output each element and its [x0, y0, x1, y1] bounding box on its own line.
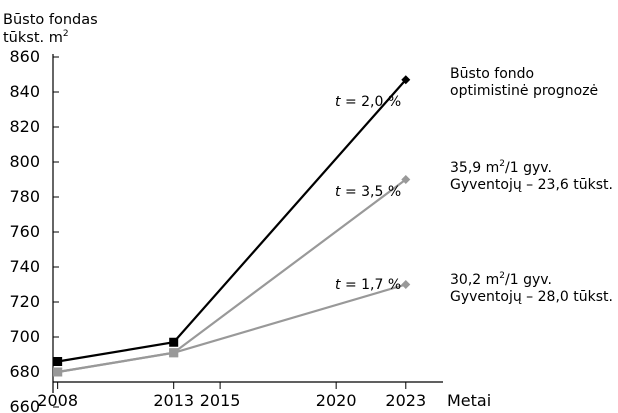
- series-label-3-per: /1 gyv.: [505, 272, 552, 288]
- series-3-point: [401, 280, 411, 289]
- y-tick-label: 840: [9, 82, 40, 101]
- growth-annotation-3-value: = 1,7 %: [341, 277, 402, 293]
- growth-annotation-2-value: = 3,5 %: [341, 184, 402, 200]
- growth-annotation-1-value: = 2,0 %: [341, 94, 402, 110]
- growth-annotation-2-var: t: [335, 184, 341, 200]
- series-label-2-superscript: 2: [499, 159, 505, 169]
- x-tick-label: 2023: [385, 391, 426, 410]
- y-tick-label: 760: [9, 222, 40, 241]
- y-tick-label: 800: [9, 152, 40, 171]
- x-axis-ticks: 2008 2013 2015 2020 2023: [37, 382, 426, 410]
- series-label-2-line1: 35,9 m2/1 gyv.: [450, 159, 552, 176]
- series-1-point: [53, 357, 63, 366]
- y-tick-label: 720: [9, 292, 40, 311]
- series-label-2-area: 35,9 m: [450, 160, 499, 176]
- y-tick-label: 780: [9, 187, 40, 206]
- series-label-3-area: 30,2 m: [450, 272, 499, 288]
- series-label-3-superscript: 2: [499, 271, 505, 281]
- y-tick-label: 700: [9, 327, 40, 346]
- series-label-2-per: /1 gyv.: [505, 160, 552, 176]
- y-axis-ticks: 660 680 700 720 740 760 780 800 820 840 860: [9, 47, 59, 413]
- y-axis-unit-superscript: 2: [63, 29, 69, 39]
- growth-annotation-3-var: t: [335, 277, 341, 293]
- y-tick-label: 680: [9, 362, 40, 381]
- x-tick-label: 2020: [316, 391, 357, 410]
- series-3-point: [53, 367, 63, 377]
- y-tick-label: 820: [9, 117, 40, 136]
- series-label-2-line2: Gyventojų – 23,6 tūkst.: [450, 177, 613, 193]
- x-tick-label: 2015: [200, 391, 241, 410]
- series-1-point: [401, 75, 411, 85]
- growth-annotation-1: t = 2,0 %: [335, 94, 401, 110]
- series-label-3-line2: Gyventojų – 28,0 tūkst.: [450, 289, 613, 305]
- y-tick-label: 740: [9, 257, 40, 276]
- y-tick-label: 660: [9, 397, 40, 413]
- series-3-point: [169, 348, 179, 358]
- series-3-line: [57, 283, 407, 374]
- x-axis-title: Metai: [447, 391, 491, 410]
- y-axis-title-line2: tūkst. m2: [3, 29, 69, 46]
- growth-annotation-3: t = 1,7 %: [335, 277, 401, 293]
- series-layer: [53, 75, 411, 377]
- series-label-1-line1: Būsto fondo: [450, 66, 534, 82]
- series-1-point: [169, 337, 179, 347]
- y-tick-label: 860: [9, 47, 40, 66]
- series-label-3-line1: 30,2 m2/1 gyv.: [450, 271, 552, 288]
- x-tick-label: 2008: [37, 391, 78, 410]
- y-axis-title-line1: Būsto fondas: [3, 12, 98, 28]
- growth-annotation-2: t = 3,5 %: [335, 184, 401, 200]
- series-2-point: [401, 175, 411, 184]
- growth-annotation-1-var: t: [335, 94, 341, 110]
- series-1-line: [57, 79, 407, 363]
- series-label-1-line2: optimistinė prognozė: [450, 83, 598, 99]
- y-axis-unit: tūkst. m: [3, 30, 63, 46]
- x-tick-label: 2013: [153, 391, 194, 410]
